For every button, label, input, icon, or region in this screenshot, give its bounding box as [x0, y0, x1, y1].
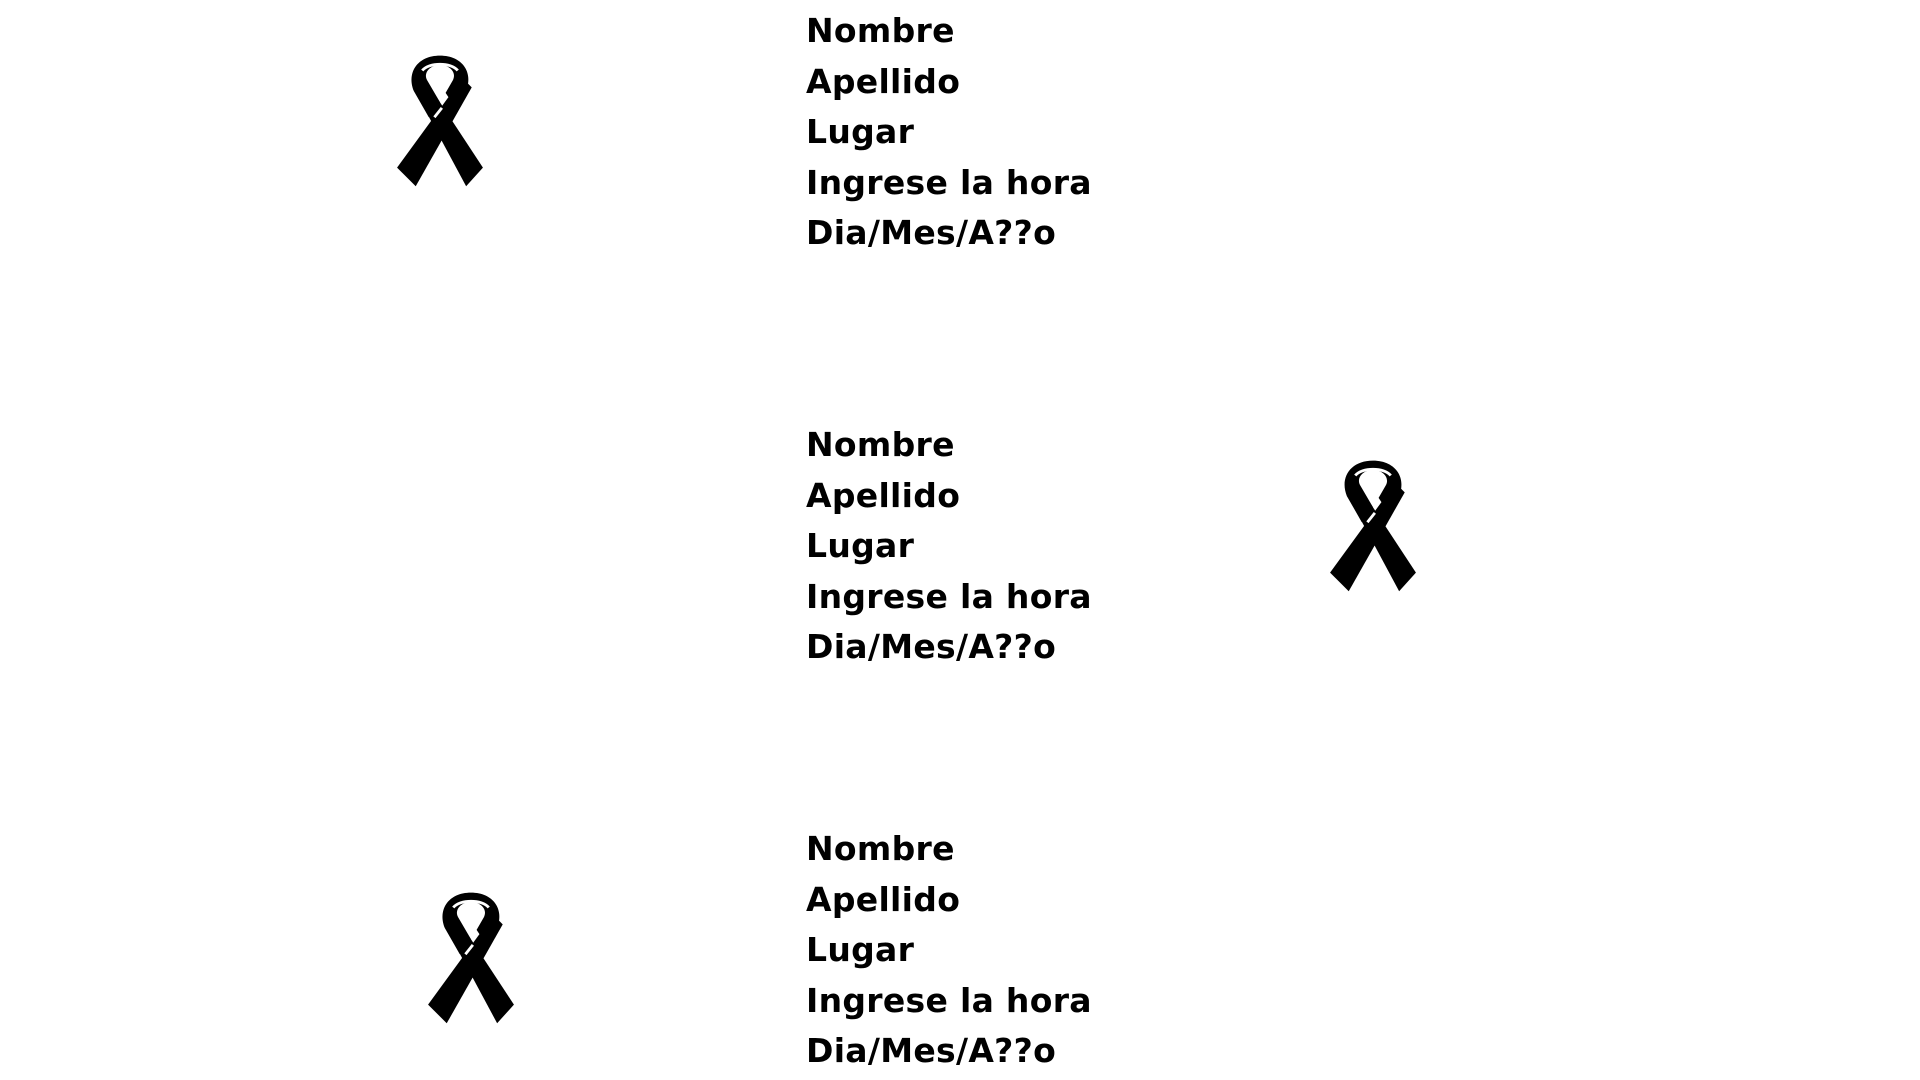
nombre-field[interactable]: Nombre — [806, 11, 955, 50]
fecha-field[interactable]: Dia/Mes/A??o — [806, 213, 1057, 252]
mourning-ribbon-icon — [1325, 455, 1421, 595]
apellido-field[interactable]: Apellido — [806, 61, 961, 101]
fecha-field[interactable]: Dia/Mes/A??o — [806, 1031, 1057, 1070]
lugar-field[interactable]: Lugar — [806, 112, 915, 151]
apellido-field[interactable]: Apellido — [806, 879, 961, 919]
record-block: Nombre Apellido Lugar Ingrese la hora Di… — [806, 826, 1226, 1079]
nombre-field[interactable]: Nombre — [806, 425, 955, 464]
hora-field[interactable]: Ingrese la hora — [806, 162, 1092, 202]
fecha-field[interactable]: Dia/Mes/A??o — [806, 627, 1057, 666]
apellido-field[interactable]: Apellido — [806, 475, 961, 515]
hora-field[interactable]: Ingrese la hora — [806, 980, 1092, 1020]
lugar-field[interactable]: Lugar — [806, 930, 915, 969]
record-block: Nombre Apellido Lugar Ingrese la hora Di… — [806, 8, 1226, 261]
hora-field[interactable]: Ingrese la hora — [806, 576, 1092, 616]
mourning-ribbon-icon — [423, 887, 519, 1027]
lugar-field[interactable]: Lugar — [806, 526, 915, 565]
mourning-ribbon-icon — [392, 50, 488, 190]
nombre-field[interactable]: Nombre — [806, 829, 955, 868]
record-block: Nombre Apellido Lugar Ingrese la hora Di… — [806, 422, 1226, 675]
